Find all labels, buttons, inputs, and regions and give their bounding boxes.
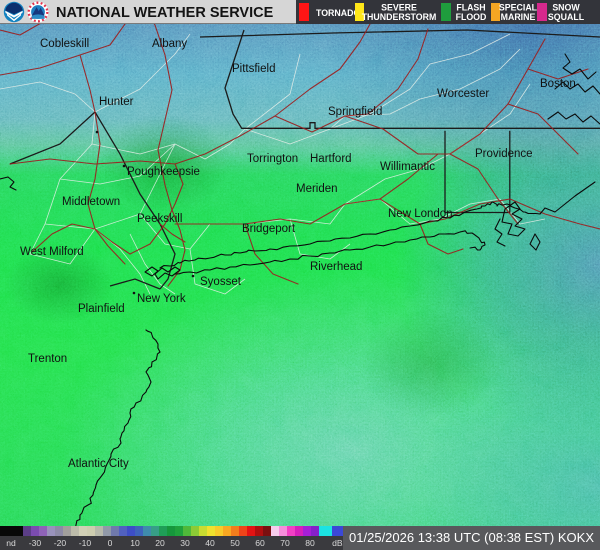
svg-text:0: 0 — [108, 538, 113, 548]
svg-text:SQUALL: SQUALL — [548, 12, 585, 22]
svg-text:Middletown: Middletown — [62, 196, 120, 208]
svg-text:SNOW: SNOW — [552, 3, 580, 13]
svg-text:NATIONAL WEATHER SERVICE: NATIONAL WEATHER SERVICE — [56, 5, 274, 21]
svg-text:Plainfield: Plainfield — [78, 303, 125, 315]
svg-text:10: 10 — [130, 538, 140, 548]
svg-text:Hunter: Hunter — [99, 96, 134, 108]
svg-text:-20: -20 — [54, 538, 67, 548]
svg-text:West Milford: West Milford — [20, 246, 84, 258]
svg-text:-30: -30 — [29, 538, 42, 548]
svg-text:nd: nd — [6, 538, 16, 548]
svg-text:Poughkeepsie: Poughkeepsie — [127, 166, 200, 178]
svg-text:Hartford: Hartford — [310, 153, 352, 165]
svg-text:Riverhead: Riverhead — [310, 261, 362, 273]
svg-text:Springfield: Springfield — [328, 106, 382, 118]
svg-text:New London: New London — [388, 208, 453, 220]
svg-text:New York: New York — [137, 293, 186, 305]
svg-text:SPECIAL: SPECIAL — [499, 3, 538, 13]
svg-text:20: 20 — [155, 538, 165, 548]
svg-text:Peekskill: Peekskill — [137, 213, 182, 225]
svg-text:Trenton: Trenton — [28, 353, 67, 365]
svg-text:FLOOD: FLOOD — [456, 12, 487, 22]
svg-text:80: 80 — [305, 538, 315, 548]
svg-text:Meriden: Meriden — [296, 183, 338, 195]
svg-text:Pittsfield: Pittsfield — [232, 63, 275, 75]
svg-text:MARINE: MARINE — [501, 12, 536, 22]
svg-text:01/25/2026 13:38 UTC (08:38 ES: 01/25/2026 13:38 UTC (08:38 EST) KOKX — [349, 530, 594, 545]
svg-text:TORNADO: TORNADO — [316, 8, 360, 18]
svg-text:60: 60 — [255, 538, 265, 548]
svg-text:Boston: Boston — [540, 78, 576, 90]
svg-text:Albany: Albany — [152, 38, 187, 50]
svg-text:Willimantic: Willimantic — [380, 161, 435, 173]
svg-text:Bridgeport: Bridgeport — [242, 223, 296, 235]
svg-text:SEVERE: SEVERE — [381, 3, 417, 13]
svg-text:30: 30 — [180, 538, 190, 548]
svg-text:Providence: Providence — [475, 148, 533, 160]
svg-text:Atlantic City: Atlantic City — [68, 458, 129, 470]
svg-text:-10: -10 — [79, 538, 92, 548]
svg-text:50: 50 — [230, 538, 240, 548]
svg-text:Cobleskill: Cobleskill — [40, 38, 89, 50]
svg-text:40: 40 — [205, 538, 215, 548]
svg-text:70: 70 — [280, 538, 290, 548]
svg-text:Syosset: Syosset — [200, 276, 242, 288]
svg-text:Worcester: Worcester — [437, 88, 489, 100]
svg-text:FLASH: FLASH — [456, 3, 485, 13]
svg-text:THUNDERSTORM: THUNDERSTORM — [362, 12, 437, 22]
svg-text:Torrington: Torrington — [247, 153, 298, 165]
